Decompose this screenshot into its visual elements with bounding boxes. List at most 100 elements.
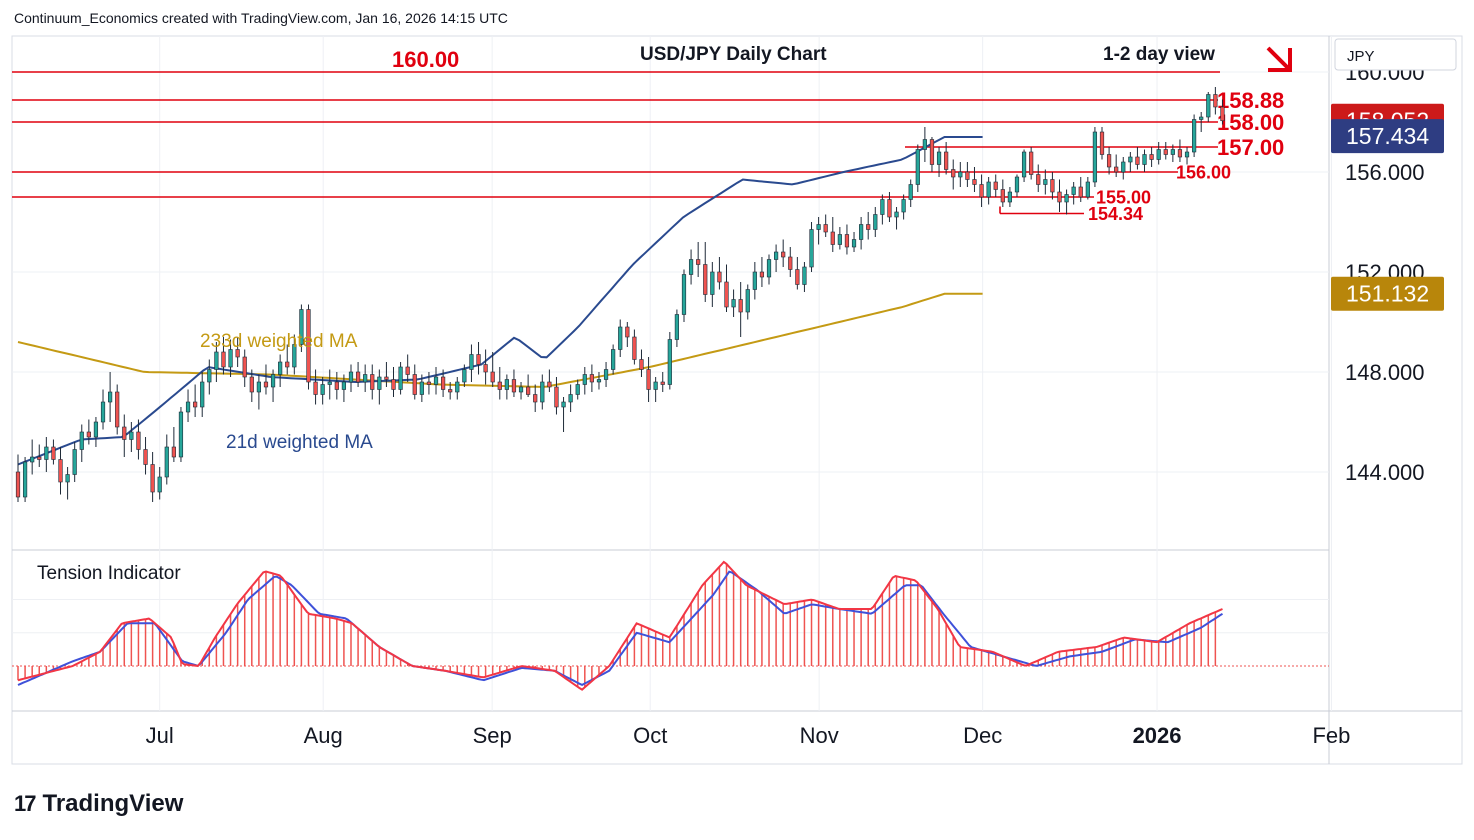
ma-21-label: 21d weighted MA (226, 432, 373, 453)
candle-up (278, 361, 283, 375)
view-label: 1-2 day view (1103, 44, 1215, 65)
candle-down (171, 446, 176, 458)
candle-up (1192, 119, 1197, 153)
candle-down (1050, 179, 1055, 193)
candle-up (745, 289, 750, 313)
currency-label: JPY (1347, 48, 1375, 65)
candle-down (263, 381, 269, 388)
candle-down (1220, 106, 1225, 122)
candle-up (1043, 179, 1048, 185)
ma-233-weighted (17, 292, 983, 388)
candle-up (766, 259, 772, 278)
candle-down (242, 356, 247, 378)
candle-up (561, 401, 566, 408)
candle-up (398, 366, 403, 390)
candle-up (348, 371, 354, 383)
candle-down (951, 169, 956, 178)
candle-up (462, 369, 467, 383)
tension-indicator-pane (12, 560, 1329, 691)
candle-down (122, 426, 127, 440)
candle-up (129, 431, 134, 440)
ma-233-label: 233d weighted MA (200, 331, 358, 352)
candle-down (830, 231, 835, 245)
candle-up (710, 271, 715, 295)
level-label: 156.00 (1176, 162, 1231, 182)
candle-down (1029, 151, 1034, 175)
candle-down (1114, 166, 1119, 173)
chart-title: USD/JPY Daily Chart (640, 44, 827, 65)
candle-down (490, 371, 495, 383)
candle-up (207, 369, 212, 383)
candle-up (108, 391, 113, 403)
level-label: 157.00 (1217, 135, 1284, 160)
candle-up (164, 446, 169, 478)
candle-up (185, 401, 191, 413)
price-tick-label: 156.000 (1345, 160, 1425, 185)
candle-down (355, 371, 361, 383)
candle-down (334, 381, 339, 390)
candle-down (1213, 94, 1218, 108)
candle-down (759, 271, 765, 278)
candle-up (540, 381, 545, 403)
candle-up (653, 381, 658, 390)
candle-down (660, 381, 665, 385)
tradingview-logo[interactable]: 17 TradingView (14, 790, 183, 818)
candle-up (901, 199, 906, 213)
currency-box[interactable] (1334, 38, 1457, 71)
time-tick-label: Sep (473, 723, 512, 748)
candle-up (568, 394, 573, 403)
candle-down (533, 394, 538, 403)
candle-down (1078, 186, 1083, 198)
candle-down (844, 234, 850, 248)
price-tag-ma233 (1331, 276, 1444, 311)
candle-up (1121, 161, 1126, 173)
time-tick-label: Feb (1312, 723, 1350, 748)
candle-down (1106, 154, 1112, 168)
candlestick-series (15, 87, 1225, 502)
candle-up (1128, 156, 1133, 163)
candle-down (639, 359, 644, 370)
candle-down (391, 379, 396, 390)
tension-fast-line (17, 560, 1223, 691)
candle-down (972, 179, 977, 185)
candle-up (1092, 131, 1098, 183)
candle-up (752, 271, 757, 290)
candle-up (100, 401, 106, 423)
level-label: 158.00 (1217, 110, 1284, 135)
candle-down (476, 354, 481, 365)
level-label: 154.34 (1088, 204, 1143, 224)
candle-up (809, 229, 814, 268)
tension-indicator-title: Tension Indicator (37, 563, 181, 584)
candle-down (150, 464, 155, 493)
tradingview-brand: TradingView (42, 790, 184, 817)
candle-down (724, 281, 729, 308)
candle-up (681, 274, 687, 315)
candle-up (270, 374, 276, 388)
candle-down (115, 391, 120, 428)
candle-up (873, 214, 878, 230)
candle-down (249, 376, 254, 393)
candle-down (306, 309, 311, 383)
candle-down (866, 224, 871, 230)
candle-down (15, 471, 21, 498)
candle-down (384, 376, 389, 380)
candle-up (674, 314, 680, 340)
candle-down (412, 374, 417, 395)
candle-up (851, 239, 857, 248)
arrow-down-right-icon (1266, 46, 1292, 72)
candle-up (922, 139, 927, 150)
candle-down (426, 381, 432, 385)
candle-down (235, 349, 240, 358)
tradingview-logo-icon: 17 (14, 791, 37, 816)
candle-up (504, 379, 509, 390)
candle-up (915, 149, 920, 185)
candle-up (1071, 186, 1076, 195)
candle-down (1000, 189, 1005, 203)
candle-up (320, 384, 325, 395)
candle-up (1199, 116, 1204, 120)
ma-21-weighted (17, 136, 983, 466)
candle-down (738, 299, 743, 313)
candle-up (65, 474, 70, 483)
candle-up (618, 326, 623, 350)
